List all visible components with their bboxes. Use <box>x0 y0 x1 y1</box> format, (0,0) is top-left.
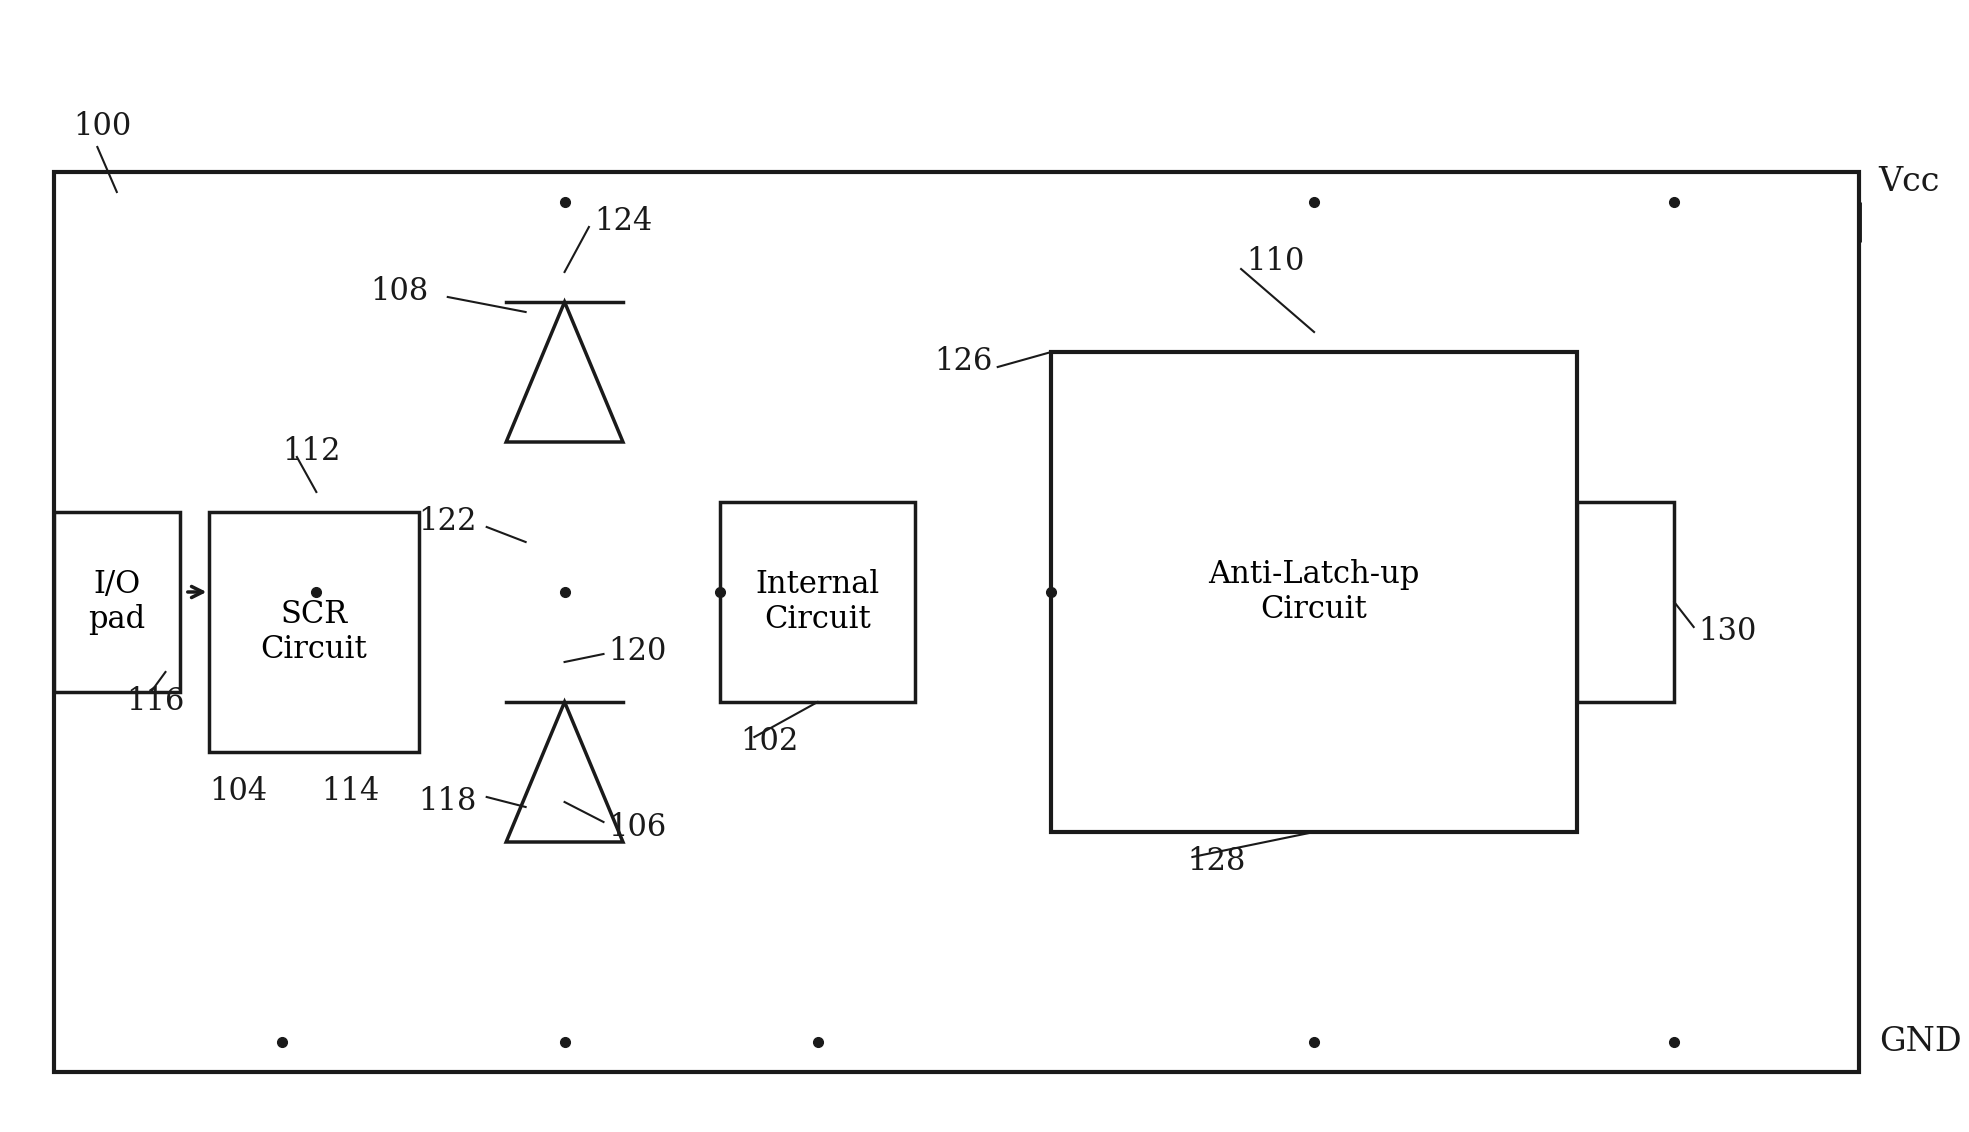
Text: SCR
Circuit: SCR Circuit <box>260 599 368 666</box>
Text: GND: GND <box>1878 1026 1961 1058</box>
Bar <box>1577 501 1674 702</box>
Text: I/O
pad: I/O pad <box>89 568 146 635</box>
Text: 130: 130 <box>1699 617 1756 648</box>
Text: Vcc: Vcc <box>1878 166 1939 198</box>
Polygon shape <box>506 302 622 441</box>
Text: 106: 106 <box>608 812 667 842</box>
Polygon shape <box>506 702 622 842</box>
Text: 118: 118 <box>419 787 476 817</box>
Text: 108: 108 <box>370 276 429 308</box>
Text: 102: 102 <box>740 727 797 757</box>
Text: 128: 128 <box>1187 847 1246 877</box>
Text: 110: 110 <box>1246 247 1303 277</box>
Text: 116: 116 <box>126 686 185 718</box>
Text: 112: 112 <box>282 437 341 468</box>
Text: 114: 114 <box>321 777 380 807</box>
Text: 104: 104 <box>209 777 268 807</box>
Bar <box>721 501 916 702</box>
Bar <box>53 172 1859 1072</box>
Text: 100: 100 <box>73 111 132 142</box>
Bar <box>1051 352 1577 832</box>
Text: 120: 120 <box>608 636 667 668</box>
Bar <box>53 512 179 692</box>
Text: 124: 124 <box>595 206 652 238</box>
Text: Anti-Latch-up
Circuit: Anti-Latch-up Circuit <box>1209 558 1420 625</box>
Text: Internal
Circuit: Internal Circuit <box>756 568 880 635</box>
Text: 126: 126 <box>935 346 992 377</box>
Text: 122: 122 <box>419 506 476 538</box>
Bar <box>209 512 419 752</box>
